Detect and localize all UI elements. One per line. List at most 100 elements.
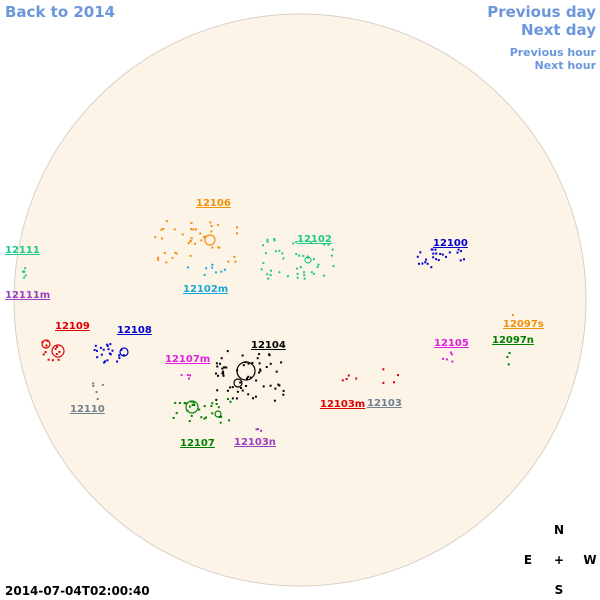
sunspot xyxy=(310,271,313,274)
sunspot xyxy=(216,365,219,368)
back-link[interactable]: Back to 2014 xyxy=(5,3,115,21)
sunspot xyxy=(247,362,250,365)
region-label[interactable]: 12097n xyxy=(492,335,534,346)
region-label[interactable]: 12103n xyxy=(234,437,276,448)
sunspot xyxy=(118,356,121,359)
sunspot xyxy=(211,402,214,405)
sunspot xyxy=(430,266,433,269)
sunspot xyxy=(95,391,98,393)
sunspot xyxy=(445,255,447,258)
region-label[interactable]: 12102 xyxy=(297,234,332,245)
sunspot xyxy=(190,237,193,240)
sunspot xyxy=(265,252,268,255)
sunspot xyxy=(92,382,95,385)
sunspot xyxy=(242,364,245,367)
sunspot xyxy=(463,258,465,261)
region-label[interactable]: 12111 xyxy=(5,245,40,256)
sunspot xyxy=(449,351,452,354)
region-label[interactable]: 12103m xyxy=(320,399,365,410)
sunspot xyxy=(217,406,220,409)
sunspot xyxy=(247,393,250,396)
sunspot xyxy=(205,416,207,419)
sunspot xyxy=(258,371,261,374)
region-label[interactable]: 12107m xyxy=(165,354,210,365)
sunspot xyxy=(189,254,192,257)
sunspot xyxy=(424,261,427,264)
sunspot xyxy=(24,274,27,277)
region-label[interactable]: 12107 xyxy=(180,438,215,449)
sunspot xyxy=(432,256,435,259)
next-hour-link[interactable]: Next hour xyxy=(535,59,597,72)
previous-hour-link[interactable]: Previous hour xyxy=(510,46,597,59)
sunspot xyxy=(96,356,99,359)
sunspot xyxy=(307,256,309,259)
sunspot xyxy=(303,274,306,277)
sunspot xyxy=(104,360,107,363)
sunspot xyxy=(96,398,99,400)
sunspot xyxy=(241,354,244,357)
region-label[interactable]: 12111m xyxy=(5,290,50,301)
sunspot xyxy=(210,230,213,233)
sunspot xyxy=(303,271,305,274)
sunspot xyxy=(508,352,511,354)
sunspot xyxy=(317,263,320,266)
sunspot xyxy=(211,263,214,266)
sunspot xyxy=(219,421,222,424)
solar-disk xyxy=(13,13,587,587)
sunspot xyxy=(171,256,174,259)
next-day-link[interactable]: Next day xyxy=(521,21,596,39)
region-label[interactable]: 12104 xyxy=(251,340,286,351)
sunspot xyxy=(188,420,191,423)
sunspot xyxy=(258,353,261,356)
sunspot xyxy=(210,405,213,408)
region-label[interactable]: 12110 xyxy=(70,404,105,415)
sunspot xyxy=(187,266,190,269)
compass-west: W xyxy=(583,553,596,567)
sunspot xyxy=(44,351,47,354)
sunspot xyxy=(419,251,422,254)
sunspot xyxy=(216,389,219,392)
sunspot xyxy=(332,265,335,268)
sunspot xyxy=(190,228,193,231)
sunspot xyxy=(262,385,265,388)
sunspot-umbra xyxy=(204,234,216,246)
sunspot xyxy=(437,259,440,262)
previous-day-link[interactable]: Previous day xyxy=(487,3,596,21)
sunspot xyxy=(188,405,191,408)
sunspot xyxy=(426,262,429,265)
sunspot xyxy=(223,268,226,271)
region-label[interactable]: 12100 xyxy=(433,238,468,249)
sunspot xyxy=(262,262,265,264)
sunspot xyxy=(235,397,238,400)
sunspot xyxy=(418,262,420,265)
sunspot xyxy=(178,402,181,404)
region-label[interactable]: 12103 xyxy=(367,398,402,409)
region-label[interactable]: 12105 xyxy=(434,338,469,349)
sunspot xyxy=(296,276,299,279)
sunspot xyxy=(432,252,435,255)
sunspot xyxy=(299,266,302,269)
sunspot xyxy=(278,384,281,387)
sunspot xyxy=(173,228,176,231)
sunspot xyxy=(439,253,442,255)
sunspot xyxy=(55,353,58,355)
region-label[interactable]: 12108 xyxy=(117,325,152,336)
region-label[interactable]: 12109 xyxy=(55,321,90,332)
sunspot xyxy=(442,357,444,360)
sunspot xyxy=(507,363,510,366)
sunspot xyxy=(511,314,514,316)
sunspot xyxy=(266,238,269,241)
region-label[interactable]: 12097s xyxy=(503,319,544,330)
sunspot xyxy=(160,237,163,240)
sunspot xyxy=(57,358,60,361)
sunspot xyxy=(239,381,242,384)
sunspot xyxy=(347,374,350,377)
region-label[interactable]: 12102m xyxy=(183,284,228,295)
region-label[interactable]: 12106 xyxy=(196,198,231,209)
sunspot xyxy=(116,360,119,363)
sunspot xyxy=(118,354,121,357)
sunspot xyxy=(194,228,197,231)
sunspot xyxy=(210,225,213,227)
sunspot xyxy=(200,239,203,242)
sunspot xyxy=(241,389,244,392)
